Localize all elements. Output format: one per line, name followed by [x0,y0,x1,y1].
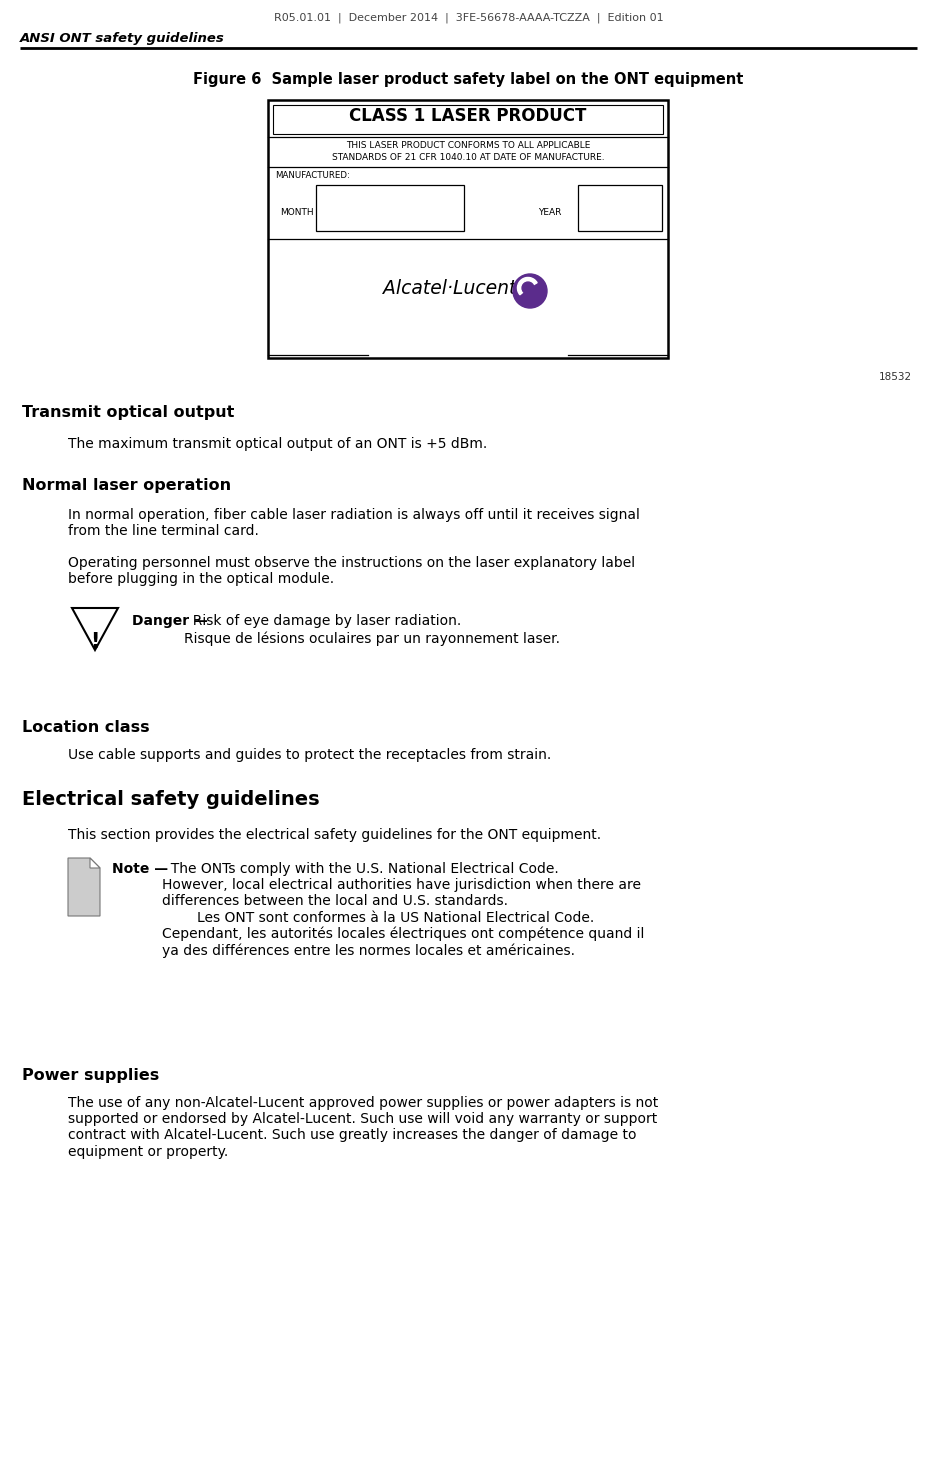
Polygon shape [68,857,100,916]
Text: Use cable supports and guides to protect the receptacles from strain.: Use cable supports and guides to protect… [68,748,550,763]
Text: R05.01.01  |  December 2014  |  3FE-56678-AAAA-TCZZA  |  Edition 01: R05.01.01 | December 2014 | 3FE-56678-AA… [273,12,663,22]
Text: YEAR: YEAR [537,207,561,216]
Polygon shape [72,608,118,650]
Text: STANDARDS OF 21 CFR 1040.10 AT DATE OF MANUFACTURE.: STANDARDS OF 21 CFR 1040.10 AT DATE OF M… [331,153,604,162]
Circle shape [512,274,547,308]
Text: MANUFACTURED:: MANUFACTURED: [274,171,349,179]
Polygon shape [90,857,100,868]
Text: ANSI ONT safety guidelines: ANSI ONT safety guidelines [20,32,225,45]
Text: !: ! [90,631,99,652]
Text: Alcatel·Lucent: Alcatel·Lucent [383,278,516,297]
Text: Electrical safety guidelines: Electrical safety guidelines [22,790,319,809]
Text: The use of any non-Alcatel-Lucent approved power supplies or power adapters is n: The use of any non-Alcatel-Lucent approv… [68,1096,658,1159]
Text: Figure 6  Sample laser product safety label on the ONT equipment: Figure 6 Sample laser product safety lab… [193,71,743,87]
Bar [272,105,663,134]
Text: This section provides the electrical safety guidelines for the ONT equipment.: This section provides the electrical saf… [68,828,601,843]
Text: 18532: 18532 [878,372,911,382]
Text: The ONTs comply with the U.S. National Electrical Code.
However, local electrica: The ONTs comply with the U.S. National E… [162,862,644,958]
Bar [578,185,662,230]
Wedge shape [517,277,536,295]
Text: Operating personnel must observe the instructions on the laser explanatory label: Operating personnel must observe the ins… [68,555,635,586]
Text: Note —: Note — [112,862,168,876]
Text: Risk of eye damage by laser radiation.: Risk of eye damage by laser radiation. [183,614,461,628]
Text: Normal laser operation: Normal laser operation [22,478,231,493]
Text: THIS LASER PRODUCT CONFORMS TO ALL APPLICABLE: THIS LASER PRODUCT CONFORMS TO ALL APPLI… [345,141,590,150]
Text: Danger —: Danger — [132,614,208,628]
Text: The maximum transmit optical output of an ONT is +5 dBm.: The maximum transmit optical output of a… [68,437,487,451]
Text: MONTH: MONTH [280,207,314,216]
Text: Power supplies: Power supplies [22,1069,159,1083]
Bar [315,185,463,230]
Circle shape [521,281,534,295]
Text: In normal operation, fiber cable laser radiation is always off until it receives: In normal operation, fiber cable laser r… [68,507,639,538]
Text: Transmit optical output: Transmit optical output [22,405,234,420]
Text: CLASS 1 LASER PRODUCT: CLASS 1 LASER PRODUCT [349,106,586,125]
Text: Risque de lésions oculaires par un rayonnement laser.: Risque de lésions oculaires par un rayon… [183,631,560,646]
Text: Location class: Location class [22,720,150,735]
Bar [268,101,667,359]
